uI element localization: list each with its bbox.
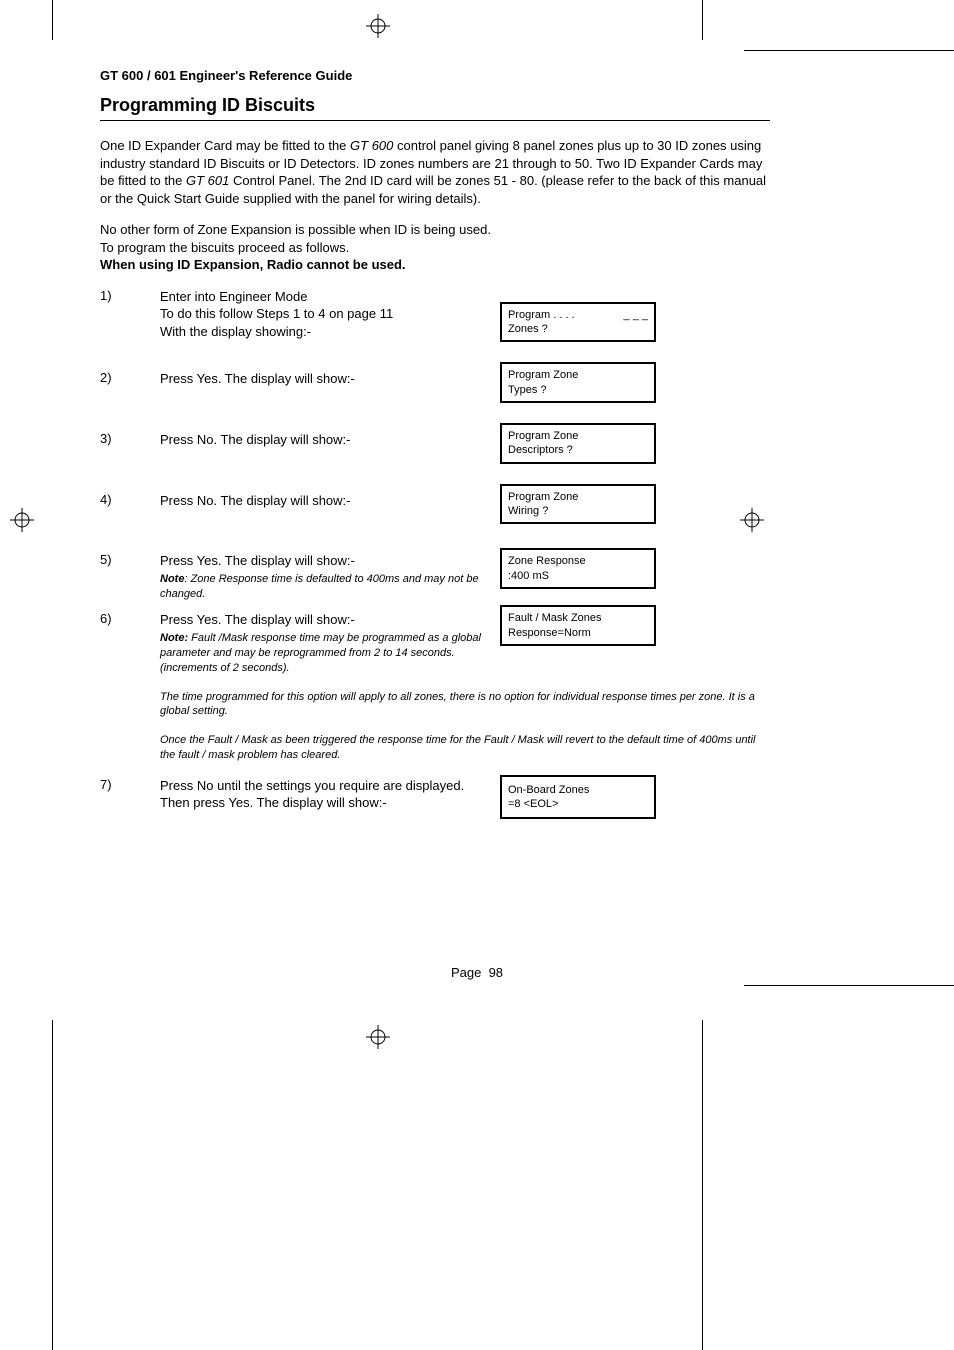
lcd-display: Program Zone Wiring ?	[500, 484, 656, 525]
intro-paragraph-1: One ID Expander Card may be fitted to th…	[100, 137, 770, 207]
step-number: 2)	[100, 370, 160, 385]
lcd-text: Zones ?	[508, 322, 648, 336]
warning-text: When using ID Expansion, Radio cannot be…	[100, 257, 406, 272]
lcd-text: Zone Response	[508, 554, 648, 568]
lcd-display: Program Zone Descriptors ?	[500, 423, 656, 464]
step-line: With the display showing:-	[160, 324, 311, 339]
intro-paragraph-2: No other form of Zone Expansion is possi…	[100, 221, 770, 274]
lcd-text: Descriptors ?	[508, 443, 648, 457]
lcd-text: =8 <EOL>	[508, 797, 648, 811]
lcd-text: Response=Norm	[508, 626, 648, 640]
footer-label: Page	[451, 965, 481, 980]
step-row: 4) Press No. The display will show:- Pro…	[100, 492, 770, 525]
lcd-text: _ _ _	[624, 308, 648, 322]
note-label: Note:	[160, 632, 188, 644]
lcd-text: Program Zone	[508, 429, 648, 443]
lcd-text: :400 mS	[508, 569, 648, 583]
crop-mark	[52, 0, 53, 40]
lcd-text: Types ?	[508, 383, 648, 397]
note-text: : Zone Response time is defaulted to 400…	[160, 573, 479, 600]
model-ref: GT 601	[186, 173, 229, 188]
registration-mark	[366, 1025, 390, 1049]
text: No other form of Zone Expansion is possi…	[100, 222, 491, 237]
step-row: 5) Press Yes. The display will show:- No…	[100, 552, 770, 601]
model-ref: GT 600	[350, 138, 393, 153]
step-line: Press Yes. The display will show:-	[160, 612, 355, 627]
lcd-display: Zone Response :400 mS	[500, 548, 656, 589]
step-body: Enter into Engineer Mode To do this foll…	[160, 288, 490, 341]
step-note: Note: Zone Response time is defaulted to…	[160, 572, 490, 602]
step-body: Press Yes. The display will show:- Note:…	[160, 552, 490, 601]
crop-mark	[702, 0, 703, 40]
global-note: The time programmed for this option will…	[160, 690, 760, 720]
step-body: Press No. The display will show:-	[160, 431, 490, 449]
step-body: Press Yes. The display will show:-	[160, 370, 490, 388]
registration-mark	[366, 14, 390, 38]
step-row: 3) Press No. The display will show:- Pro…	[100, 431, 770, 464]
text: To program the biscuits proceed as follo…	[100, 240, 349, 255]
step-number: 6)	[100, 611, 160, 626]
lcd-text: Program . . . .	[508, 308, 575, 322]
note-label: Note	[160, 573, 184, 585]
step-row: 2) Press Yes. The display will show:- Pr…	[100, 370, 770, 403]
step-line: Enter into Engineer Mode	[160, 289, 307, 304]
step-body: Press Yes. The display will show:- Note:…	[160, 611, 490, 675]
step-row: 6) Press Yes. The display will show:- No…	[100, 611, 770, 675]
global-note: Once the Fault / Mask as been triggered …	[160, 733, 760, 763]
lcd-display: Program Zone Types ?	[500, 362, 656, 403]
crop-mark	[744, 50, 954, 51]
crop-mark	[744, 985, 954, 986]
lcd-text: Wiring ?	[508, 504, 648, 518]
step-body: Press No. The display will show:-	[160, 492, 490, 510]
lcd-text: Fault / Mask Zones	[508, 611, 648, 625]
step-line: To do this follow Steps 1 to 4 on page 1…	[160, 306, 393, 321]
lcd-text: Program Zone	[508, 490, 648, 504]
step-number: 1)	[100, 288, 160, 303]
lcd-display: On-Board Zones =8 <EOL>	[500, 775, 656, 820]
note-text: Fault /Mask response time may be program…	[160, 632, 481, 674]
text: One ID Expander Card may be fitted to th…	[100, 138, 350, 153]
step-number: 5)	[100, 552, 160, 567]
step-body: Press No until the settings you require …	[160, 777, 490, 812]
steps-list: 1) Enter into Engineer Mode To do this f…	[100, 288, 770, 820]
step-number: 3)	[100, 431, 160, 446]
step-line: Press Yes. The display will show:-	[160, 371, 355, 386]
lcd-display: Program . . . . _ _ _ Zones ?	[500, 302, 656, 343]
step-line: Press No. The display will show:-	[160, 493, 351, 508]
step-number: 4)	[100, 492, 160, 507]
step-note: Note: Fault /Mask response time may be p…	[160, 631, 490, 676]
step-line: Press No. The display will show:-	[160, 432, 351, 447]
document-header: GT 600 / 601 Engineer's Reference Guide	[100, 68, 770, 83]
lcd-display: Fault / Mask Zones Response=Norm	[500, 605, 656, 646]
page-number: 98	[489, 965, 503, 980]
lcd-text: On-Board Zones	[508, 783, 648, 797]
content-area: GT 600 / 601 Engineer's Reference Guide …	[100, 68, 770, 847]
step-number: 7)	[100, 777, 160, 792]
step-line: Press Yes. The display will show:-	[160, 553, 355, 568]
step-row: 1) Enter into Engineer Mode To do this f…	[100, 288, 770, 343]
step-row: 7) Press No until the settings you requi…	[100, 777, 770, 820]
registration-mark	[10, 508, 34, 532]
step-line: Press No until the settings you require …	[160, 778, 464, 811]
section-title: Programming ID Biscuits	[100, 95, 770, 121]
crop-mark	[702, 1020, 703, 1350]
crop-mark	[52, 1020, 53, 1350]
page-footer: Page 98	[0, 965, 954, 980]
page: GT 600 / 601 Engineer's Reference Guide …	[0, 0, 954, 1350]
lcd-text: Program Zone	[508, 368, 648, 382]
